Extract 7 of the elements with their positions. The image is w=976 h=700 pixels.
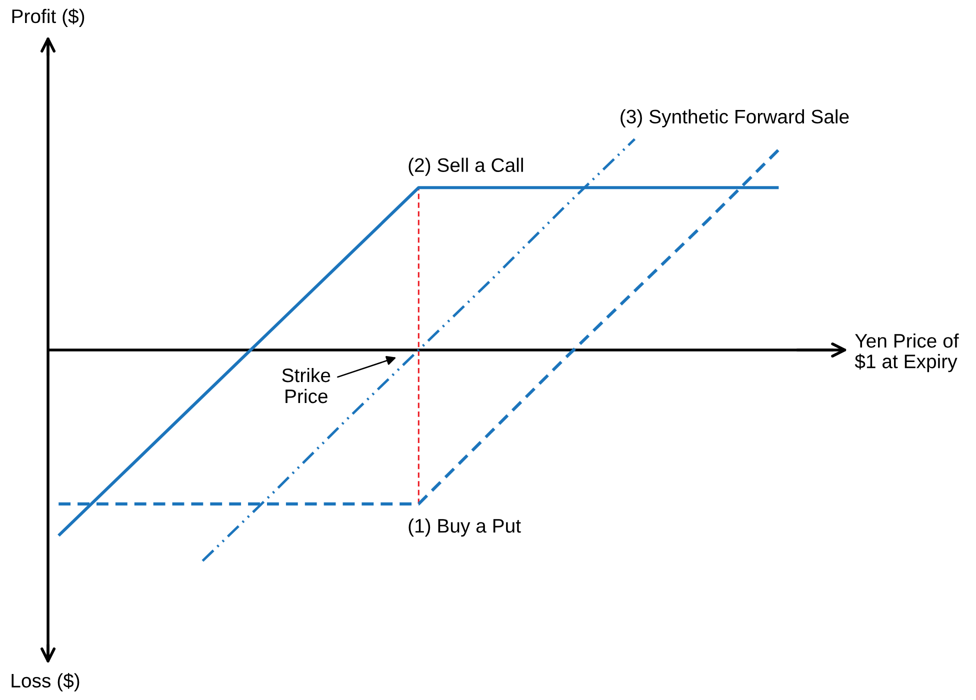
series-label: (1) Buy a Put: [408, 518, 521, 537]
annotation: Strike Price: [282, 368, 330, 404]
x-axis-title: Yen Price of $1 at Expiry: [854, 333, 959, 372]
series-label: (3) Synthetic Forward Sale: [620, 109, 849, 128]
text: Loss ($): [12, 672, 80, 692]
text: Profit ($): [12, 8, 84, 27]
series-label: (2) Sell a Call: [408, 158, 523, 176]
